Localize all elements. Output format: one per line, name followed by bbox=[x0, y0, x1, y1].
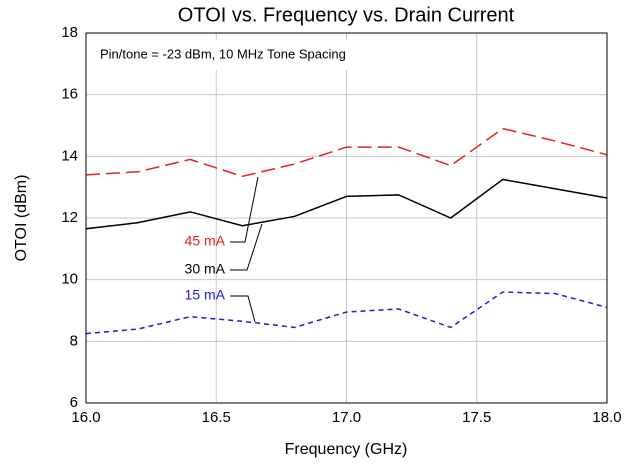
series-label: 30 mA bbox=[185, 261, 226, 277]
leader-line bbox=[230, 295, 256, 323]
plot-area bbox=[85, 32, 608, 404]
plot-frame bbox=[85, 32, 608, 404]
x-tick-label: 17.0 bbox=[332, 409, 361, 426]
leader-line bbox=[230, 176, 259, 243]
x-tick-label: 18.0 bbox=[592, 409, 621, 426]
y-axis-label: OTOI (dBm) bbox=[13, 175, 30, 262]
series-line bbox=[85, 178, 608, 230]
x-tick-label: 17.5 bbox=[462, 409, 491, 426]
annotation-box bbox=[90, 40, 435, 70]
annotation: Pin/tone = -23 dBm, 10 MHz Tone Spacing bbox=[100, 46, 346, 61]
x-tick-label: 16.5 bbox=[202, 409, 231, 426]
series-label: 15 mA bbox=[185, 287, 226, 303]
chart-title: OTOI vs. Frequency vs. Drain Current bbox=[178, 4, 515, 26]
series-label: 45 mA bbox=[185, 233, 226, 249]
series-line bbox=[85, 127, 608, 178]
y-tick-label: 16 bbox=[61, 86, 78, 103]
x-axis-label: Frequency (GHz) bbox=[285, 441, 408, 458]
y-tick-label: 6 bbox=[70, 394, 78, 411]
series-line bbox=[85, 291, 608, 335]
y-tick-label: 18 bbox=[61, 24, 78, 41]
y-tick-label: 12 bbox=[61, 209, 78, 226]
y-tick-label: 14 bbox=[61, 147, 78, 164]
x-tick-label: 16.0 bbox=[71, 409, 100, 426]
leader-line bbox=[230, 223, 263, 271]
y-tick-label: 10 bbox=[61, 271, 78, 288]
y-tick-label: 8 bbox=[70, 332, 78, 349]
